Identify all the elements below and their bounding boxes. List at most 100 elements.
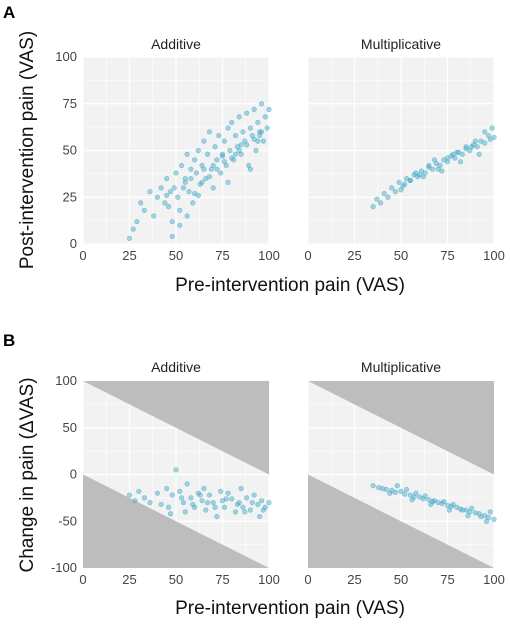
data-point	[240, 504, 246, 510]
data-point	[457, 159, 464, 165]
data-point	[478, 513, 484, 520]
data-point	[232, 509, 239, 515]
data-point	[206, 492, 213, 498]
data-point	[244, 495, 250, 501]
data-point	[370, 483, 376, 489]
data-point	[201, 485, 207, 492]
data-point	[193, 170, 200, 176]
data-point	[199, 498, 205, 504]
data-point	[255, 501, 261, 508]
data-point	[472, 138, 479, 144]
facet-b-multiplicative: Multiplicative 0 25 50 75 100	[304, 359, 504, 587]
data-point	[249, 499, 255, 506]
data-point	[201, 138, 207, 144]
data-point	[394, 483, 400, 489]
data-point	[257, 513, 263, 520]
data-point	[381, 190, 387, 197]
y-tick-label: 0	[70, 467, 77, 482]
data-point	[398, 488, 404, 494]
data-point	[403, 486, 410, 493]
data-point	[476, 511, 482, 517]
data-point	[190, 200, 196, 206]
data-point	[158, 185, 164, 191]
data-point	[229, 119, 235, 126]
data-point	[203, 507, 209, 513]
data-point	[262, 504, 268, 510]
data-point	[188, 175, 194, 182]
data-point	[459, 507, 465, 513]
data-point	[482, 129, 488, 135]
data-point	[469, 144, 475, 150]
shaded-region-upper	[308, 381, 494, 475]
data-point	[255, 138, 261, 144]
panel-b-y-axis-title: Change in pain (ΔVAS)	[17, 377, 38, 572]
data-point	[141, 207, 147, 213]
data-point	[126, 492, 133, 498]
data-point	[178, 495, 185, 501]
data-point	[385, 194, 391, 200]
data-point	[130, 226, 136, 232]
data-point	[164, 175, 170, 182]
facet-b-additive-title: Additive	[151, 359, 201, 375]
x-tick-label: 25	[347, 572, 361, 587]
data-point	[450, 501, 456, 508]
data-point	[402, 181, 408, 187]
data-point	[247, 166, 253, 172]
data-point	[422, 493, 428, 499]
panel-a-y-axis-title: Post-intervention pain (VAS)	[17, 31, 38, 269]
y-tick-label: 50	[63, 143, 77, 158]
data-point	[426, 162, 432, 169]
x-tick-label: 0	[304, 248, 311, 263]
data-point	[383, 486, 389, 493]
data-point	[247, 125, 253, 131]
data-point	[266, 499, 272, 506]
data-point	[420, 174, 426, 180]
data-point	[218, 488, 224, 494]
data-point	[201, 166, 207, 172]
data-point	[182, 179, 188, 185]
data-point	[370, 204, 376, 210]
y-tick-label: 100	[55, 49, 77, 64]
data-point	[151, 213, 157, 219]
data-point	[205, 499, 211, 506]
data-point	[402, 491, 408, 497]
x-tick-label: 100	[483, 572, 505, 587]
data-point	[439, 500, 445, 507]
data-point	[132, 498, 138, 504]
data-point	[407, 177, 413, 184]
y-tick-label: 0	[70, 236, 77, 251]
data-point	[244, 142, 250, 148]
data-point	[247, 507, 253, 513]
data-point	[167, 189, 174, 195]
data-point	[177, 488, 183, 494]
data-point	[164, 192, 170, 198]
data-point	[483, 518, 490, 524]
panel-b-x-axis-title: Pre-intervention pain (VAS)	[175, 598, 405, 619]
data-point	[444, 159, 451, 165]
data-point	[223, 496, 229, 502]
data-point	[251, 492, 257, 498]
data-point	[164, 485, 170, 492]
x-tick-label: 0	[79, 248, 86, 263]
data-point	[231, 157, 237, 163]
data-point	[171, 185, 177, 191]
data-point	[491, 516, 497, 522]
data-point	[266, 106, 272, 112]
data-point	[169, 218, 175, 225]
data-point	[221, 159, 227, 165]
data-point	[463, 144, 469, 150]
data-point	[177, 222, 183, 228]
facet-a-additive: Additive 0 25 50 75 100 0 25 50 75 100	[55, 36, 280, 263]
data-point	[428, 501, 434, 508]
data-point	[210, 185, 216, 191]
data-point	[182, 509, 188, 515]
data-point	[398, 187, 404, 193]
data-point	[489, 125, 495, 131]
data-point	[221, 138, 227, 144]
data-point	[253, 147, 259, 154]
data-point	[197, 181, 203, 187]
y-tick-label: 25	[63, 189, 77, 204]
x-tick-label: 50	[169, 572, 183, 587]
data-point	[165, 504, 172, 510]
